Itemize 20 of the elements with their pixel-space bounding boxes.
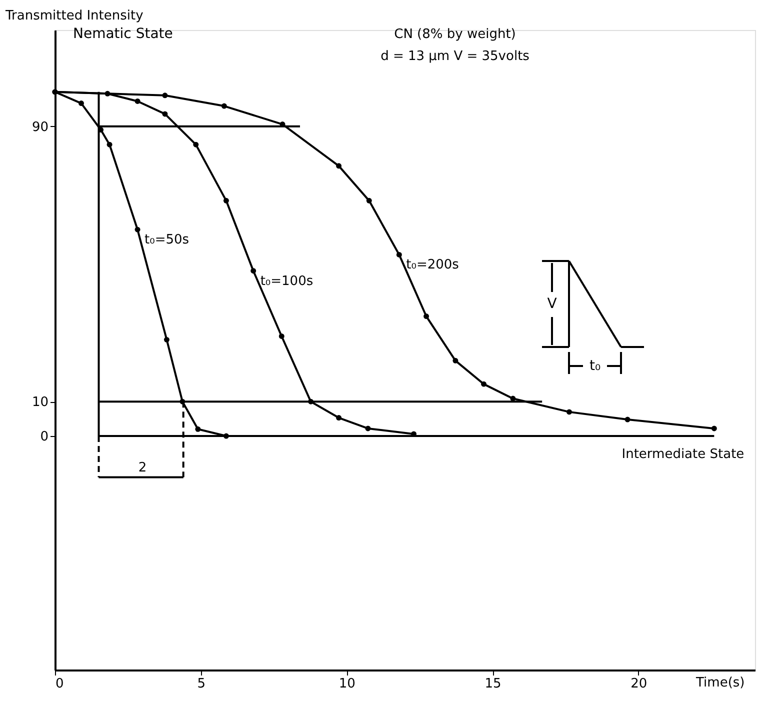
series-label: t₀=50s xyxy=(144,232,190,248)
annotation: Nematic State xyxy=(73,26,173,42)
annotation: 2 xyxy=(138,460,147,476)
annotation: V xyxy=(547,296,558,312)
text: d = 13 μm V = 35volts xyxy=(380,49,530,64)
x-tick-label: 5 xyxy=(197,676,206,692)
series-label: t₀=100s xyxy=(260,274,314,289)
annotation: t₀ xyxy=(589,358,601,374)
y-axis-title: Transmitted Intensity xyxy=(4,8,144,24)
x-axis-title: Time(s) xyxy=(695,676,745,690)
x-tick-label: 20 xyxy=(630,676,648,692)
annotation: Intermediate State xyxy=(622,447,744,462)
series-label: t₀=200s xyxy=(406,258,460,273)
chart-title: CN (8% by weight) xyxy=(394,27,516,42)
y-tick-label: 90 xyxy=(32,120,48,135)
x-tick-label: 15 xyxy=(484,676,502,692)
x-tick-label: 0 xyxy=(56,676,64,692)
y-tick-label: 10 xyxy=(32,395,48,410)
x-tick-label: 10 xyxy=(338,676,356,692)
y-tick-label: 0 xyxy=(40,430,48,445)
